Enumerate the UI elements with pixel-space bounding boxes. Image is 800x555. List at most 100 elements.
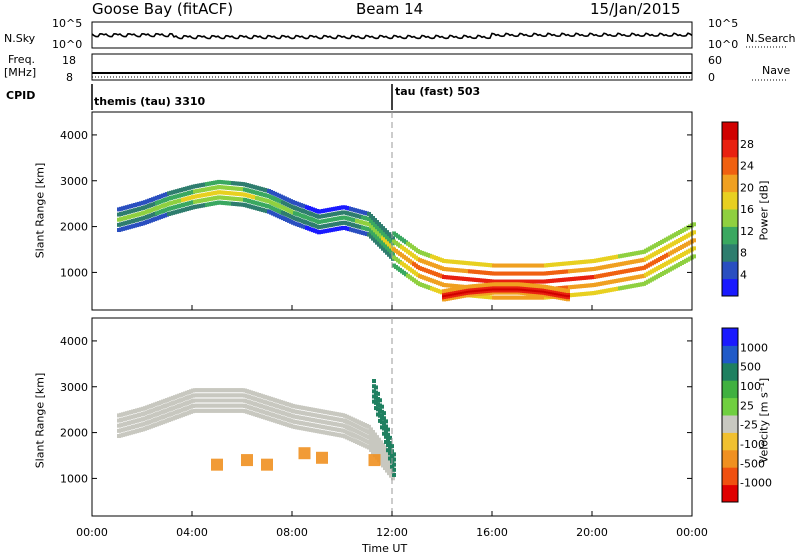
beam-title: Beam 14: [356, 0, 424, 18]
data-cell: [375, 440, 379, 445]
data-cell: [381, 453, 385, 458]
data-cell: [389, 249, 393, 254]
data-cell: [385, 250, 389, 255]
data-cell: [566, 289, 570, 294]
power-colorbar-swatch: [722, 156, 738, 175]
power-colorbar-swatch: [722, 191, 738, 210]
data-cell: [375, 450, 379, 455]
velocity-colorbar-swatch: [722, 467, 738, 486]
power-colorbar-swatch: [722, 209, 738, 227]
panel-power-data: [92, 112, 696, 310]
data-cell: [369, 219, 373, 224]
x-tick-label: 00:00: [76, 526, 108, 539]
y-tick-label: 2000: [60, 427, 88, 440]
data-cell: [381, 463, 385, 468]
data-cell: [373, 228, 377, 233]
data-cell: [374, 385, 378, 390]
data-cell: [383, 233, 387, 238]
data-cell: [388, 456, 392, 461]
velocity-colorbar-swatch: [722, 415, 738, 433]
y-tick-label: 1000: [60, 472, 88, 485]
data-cell: [371, 221, 375, 226]
data-cell: [383, 248, 387, 253]
data-cell: [387, 237, 391, 242]
data-cell: [380, 404, 384, 409]
nave-tick-low: 0: [708, 71, 715, 84]
x-tick-label: 16:00: [476, 526, 508, 539]
y-tick-label: 3000: [60, 381, 88, 394]
data-cell: [382, 426, 386, 431]
velocity-colorbar-frame: [721, 327, 739, 503]
data-cell: [373, 448, 377, 453]
data-cell: [392, 457, 396, 462]
feature-arc-band: [117, 179, 395, 261]
power-colorbar-tick: 20: [740, 181, 754, 194]
data-cell: [387, 471, 391, 476]
data-patch: [241, 454, 253, 467]
data-cell: [371, 236, 375, 241]
data-cell: [381, 246, 385, 251]
data-cell: [379, 239, 383, 244]
data-cell: [373, 442, 377, 447]
velocity-colorbar-swatch: [722, 362, 738, 381]
data-cell: [389, 254, 393, 259]
data-cell: [367, 232, 371, 237]
data-cell: [369, 229, 373, 234]
data-cell: [387, 460, 391, 465]
data-cell: [379, 445, 383, 450]
data-patch: [261, 458, 273, 471]
data-cell: [367, 445, 371, 450]
velocity-colorbar-swatch: [722, 345, 738, 364]
power-colorbar-swatch: [722, 261, 738, 280]
data-cell: [379, 440, 383, 445]
data-cell: [375, 445, 379, 450]
data-cell: [371, 231, 375, 236]
velocity-colorbar-swatch: [722, 380, 738, 399]
data-cell: [373, 238, 377, 243]
data-cell: [384, 434, 388, 439]
power-colorbar-tick: 28: [740, 138, 754, 151]
data-patch: [368, 454, 381, 467]
data-cell: [375, 435, 379, 440]
data-cell: [383, 228, 387, 233]
power-colorbar-tick: 8: [740, 247, 747, 260]
data-cell: [376, 391, 380, 396]
y-tick-label: 2000: [60, 221, 88, 234]
data-cell: [387, 247, 391, 252]
data-patch: [211, 458, 223, 471]
data-cell: [384, 424, 388, 429]
velocity-colorbar-tick: 1000: [740, 341, 768, 354]
data-cell: [377, 448, 381, 452]
x-tick-label: 00:00: [676, 526, 708, 539]
data-cell: [367, 435, 371, 440]
data-cell: [375, 220, 379, 225]
data-cell: [377, 222, 381, 227]
data-cell: [383, 455, 387, 460]
data-cell: [371, 226, 375, 231]
power-colorbar-swatch: [722, 174, 738, 193]
data-cell: [367, 211, 371, 216]
data-cell: [369, 442, 373, 447]
velocity-colorbar-tick: -100: [740, 438, 765, 451]
data-cell: [371, 450, 375, 455]
data-cell: [369, 448, 373, 453]
power-colorbar-frame: [721, 121, 739, 297]
data-cell: [377, 242, 381, 247]
data-cell: [385, 230, 389, 235]
data-cell: [367, 424, 371, 429]
data-cell: [373, 437, 377, 442]
data-cell: [383, 460, 387, 465]
velocity-colorbar-tick: -1000: [740, 477, 772, 490]
power-colorbar-tick: 4: [740, 268, 747, 281]
x-tick-label: 08:00: [276, 526, 308, 539]
cpid-segment-1: themis (tau) 3310: [94, 95, 206, 108]
freq-label-line2: [MHz]: [4, 66, 37, 79]
data-cell: [379, 229, 383, 234]
data-cell: [381, 447, 385, 452]
data-cell: [369, 427, 373, 432]
data-cell: [385, 240, 389, 245]
data-cell: [386, 432, 390, 437]
data-cell: [692, 238, 696, 243]
data-cell: [383, 243, 387, 248]
data-cell: [387, 252, 391, 257]
